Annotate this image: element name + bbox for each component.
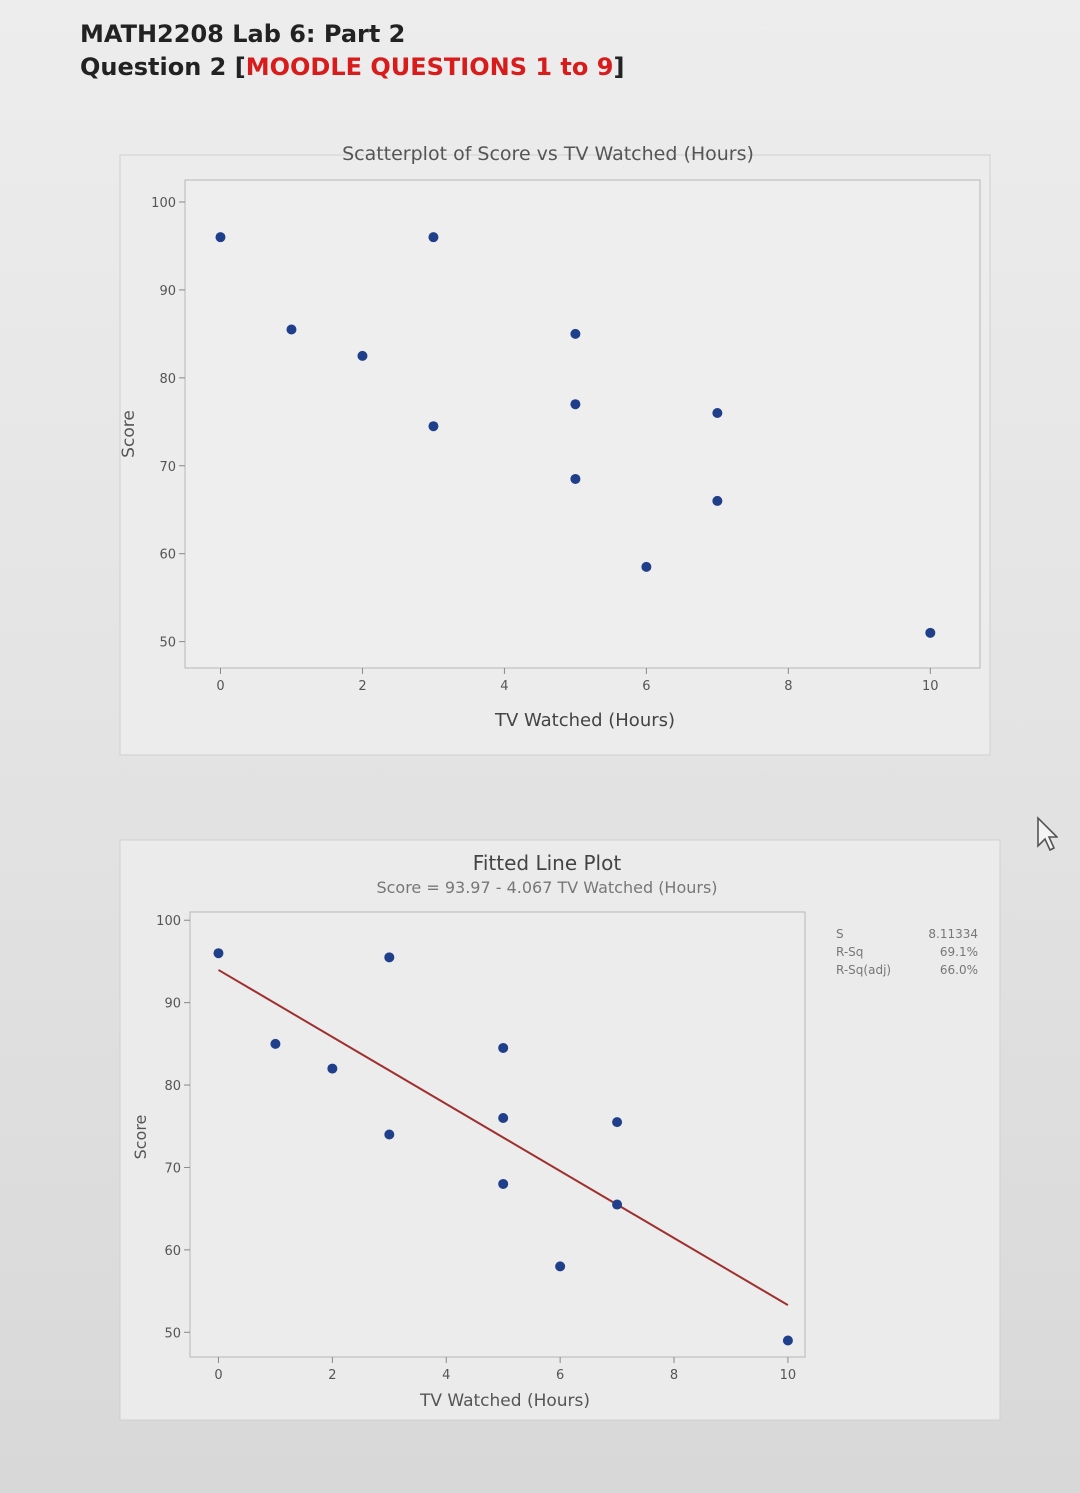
data-point [641,561,652,572]
data-point [270,1038,281,1049]
y-tick-label: 100 [156,914,181,929]
x-tick-label: 0 [214,1368,222,1383]
scatterplot-ticks: 0 2 4 6 8 10 50 60 70 80 90 100 [151,196,938,694]
fit-line [217,969,789,1306]
mouse-pointer-icon [1037,816,1058,852]
y-tick-label: 90 [159,284,176,299]
scatterplot-points [215,232,936,638]
x-tick-label: 6 [556,1368,564,1383]
y-tick-label: 100 [151,196,176,211]
x-tick-label: 10 [922,679,939,694]
data-point [570,399,581,410]
data-point [215,232,226,243]
data-point [498,1113,509,1124]
x-tick-label: 2 [358,679,366,694]
data-point [428,232,439,243]
x-tick-label: 6 [642,679,650,694]
data-point [213,948,224,959]
y-tick-label: 60 [164,1244,181,1259]
data-point [384,1129,395,1140]
y-tick-label: 80 [159,372,176,387]
data-point [570,473,581,484]
stat-value: 8.11334 [928,927,978,941]
scatterplot-x-axis-label: TV Watched (Hours) [494,710,675,731]
x-tick-label: 4 [500,679,508,694]
stat-value: 66.0% [940,963,978,977]
page-heading: MATH2208 Lab 6: Part 2 Question 2 [MOODL… [80,18,624,84]
data-point [612,1117,623,1128]
fitted-line-title: Fitted Line Plot [473,851,622,875]
data-point [555,1261,566,1272]
data-point [925,627,936,638]
scatterplot-title: Scatterplot of Score vs TV Watched (Hour… [342,143,754,165]
data-point [286,324,297,335]
fitted-line-equation: Score = 93.97 - 4.067 TV Watched (Hours) [376,878,717,897]
x-tick-label: 4 [442,1368,450,1383]
y-tick-label: 80 [164,1079,181,1094]
data-point [384,952,395,963]
data-point [357,350,368,361]
data-point [498,1178,509,1189]
data-point [782,1335,793,1346]
stat-label: R-Sq [836,945,863,959]
data-point [712,408,723,419]
fitted-line-chart: Fitted Line Plot Score = 93.97 - 4.067 T… [119,839,1001,1421]
fitted-line-x-axis-label: TV Watched (Hours) [419,1391,590,1411]
scatterplot-chart: Scatterplot of Score vs TV Watched (Hour… [119,143,991,756]
data-point [570,328,581,339]
y-tick-label: 70 [164,1161,181,1176]
stat-value: 69.1% [940,945,978,959]
data-point [712,495,723,506]
fitted-regression-line [217,969,789,1306]
x-tick-label: 0 [216,679,224,694]
data-point [498,1042,509,1053]
y-tick-label: 60 [159,548,176,563]
x-tick-label: 10 [780,1368,797,1383]
x-tick-label: 8 [670,1368,678,1383]
data-point [612,1199,623,1210]
y-tick-label: 90 [164,997,181,1012]
fitted-line-y-axis-label: Score [131,1115,150,1160]
regression-stats-table: S 8.11334 R-Sq 69.1% R-Sq(adj) 66.0% [836,927,978,977]
scatterplot-plot-area [184,179,981,669]
moodle-questions-highlight: MOODLE QUESTIONS 1 to 9 [245,53,614,81]
fitted-line-points [213,948,793,1346]
heading-line-2-suffix: ] [613,53,625,81]
y-tick-label: 70 [159,460,176,475]
data-point [327,1063,338,1074]
x-tick-label: 2 [328,1368,336,1383]
x-tick-label: 8 [784,679,792,694]
scatterplot-y-axis-label: Score [119,410,139,458]
stat-label: R-Sq(adj) [836,963,891,977]
fitted-line-ticks: 0 2 4 6 8 10 50 60 70 80 90 100 [156,914,796,1383]
stat-label: S [836,927,844,941]
heading-line-2-prefix: Question 2 [ [80,53,246,81]
y-tick-label: 50 [164,1326,181,1341]
heading-line-1: MATH2208 Lab 6: Part 2 [80,20,406,48]
heading-line-2: Question 2 [MOODLE QUESTIONS 1 to 9] [80,51,624,84]
data-point [428,421,439,432]
y-tick-label: 50 [159,636,176,651]
